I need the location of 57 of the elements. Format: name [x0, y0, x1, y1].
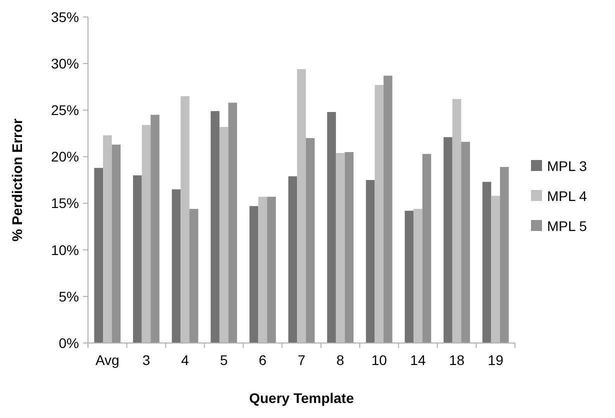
bar — [482, 182, 492, 343]
y-tick-label: 5% — [58, 288, 79, 304]
y-tick-label: 0% — [58, 334, 79, 351]
x-tick-label: 6 — [258, 352, 267, 368]
x-tick-label: 18 — [448, 352, 465, 368]
x-tick-label: 4 — [181, 352, 190, 368]
bar — [491, 196, 500, 343]
x-tick-label: 5 — [220, 352, 228, 368]
legend-label: MPL 4 — [547, 188, 588, 204]
x-tick-label: 3 — [142, 352, 150, 368]
x-tick-label: 8 — [336, 352, 344, 368]
y-tick-label: 20% — [50, 148, 79, 165]
bar — [452, 98, 462, 343]
bar — [180, 96, 190, 343]
bar — [461, 142, 470, 343]
legend-label: MPL 5 — [547, 218, 588, 234]
y-tick-label: 10% — [50, 242, 79, 258]
bar — [414, 208, 422, 343]
bar — [444, 137, 452, 343]
y-tick-label: 30% — [50, 55, 79, 72]
bar — [327, 112, 336, 343]
bar — [112, 144, 121, 343]
bar — [189, 208, 198, 343]
y-tick-label: 35% — [50, 8, 79, 25]
bar — [297, 69, 306, 343]
bar — [228, 102, 238, 343]
bar — [142, 125, 151, 343]
bar — [374, 84, 384, 343]
y-tick-label: 25% — [50, 102, 79, 118]
y-axis-title: % Perdiction Error — [9, 118, 25, 242]
bar — [384, 76, 392, 343]
x-tick-label: 19 — [488, 352, 504, 368]
x-axis-title: Query Template — [249, 390, 354, 406]
bar — [500, 166, 509, 343]
bar — [422, 154, 432, 343]
bar — [288, 176, 298, 343]
bar — [172, 189, 181, 343]
x-tick-label: 10 — [371, 352, 388, 368]
x-tick-label: Avg — [95, 352, 120, 368]
bar — [150, 114, 160, 343]
bar — [258, 196, 268, 343]
bar — [306, 138, 315, 343]
bar — [219, 126, 228, 343]
bar — [366, 180, 375, 343]
bar — [94, 168, 104, 343]
bar — [404, 210, 414, 343]
bar — [210, 111, 220, 343]
bar — [103, 135, 112, 343]
x-tick-label: 7 — [298, 352, 306, 368]
bar — [336, 152, 345, 343]
bar — [249, 206, 258, 343]
bar — [344, 152, 354, 343]
legend-label: MPL 3 — [547, 158, 588, 174]
bar — [133, 175, 142, 343]
x-tick-label: 14 — [410, 352, 426, 368]
bar — [267, 196, 276, 343]
y-tick-label: 15% — [50, 195, 79, 212]
